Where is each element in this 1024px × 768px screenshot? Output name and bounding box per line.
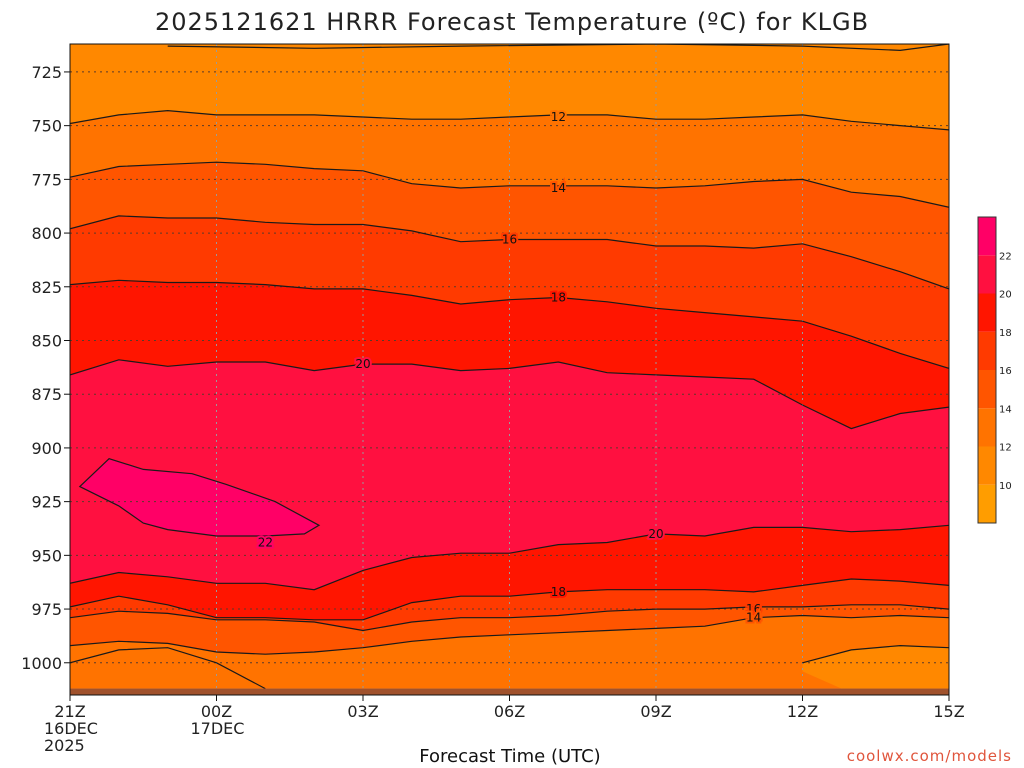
contour-12 [70, 109, 949, 131]
contour-label: 22 [258, 535, 273, 549]
y-tick-label: 950 [31, 546, 62, 565]
contour-label: 14 [746, 611, 761, 625]
contour-surface-left [70, 647, 266, 690]
fill-band-7 [70, 579, 949, 631]
colorbar: 10 12 14 16 18 20 22 [977, 216, 1012, 524]
colorbar-tick: 10 [999, 481, 1012, 492]
y-tick-label: 725 [31, 63, 62, 82]
colorbar-bin [978, 484, 996, 523]
fill-cool-pocket [802, 645, 949, 689]
contour-label: 14 [551, 181, 566, 195]
contour-18 [70, 578, 949, 621]
colorbar-tick: 12 [999, 443, 1012, 454]
contour-label: 16 [502, 233, 517, 247]
contour-label: 18 [551, 291, 566, 305]
colorbar-bin [978, 408, 996, 447]
contour-22 [78, 458, 321, 537]
contour-lines [70, 44, 949, 690]
contour-20 [70, 524, 949, 591]
contour-20 [70, 359, 949, 430]
colorbar-bin [978, 217, 996, 256]
contour-top [167, 44, 949, 52]
colorbar-bin [978, 446, 996, 485]
contour-label: 16 [746, 602, 761, 616]
colorbar-tick: 22 [999, 251, 1012, 262]
x-tick-label: 00Z [201, 702, 232, 721]
colorbar-bin [978, 370, 996, 409]
contour-label: 12 [551, 110, 566, 124]
chart-title: 2025121621 HRRR Forecast Temperature (ºC… [155, 8, 869, 36]
contour-14 [70, 161, 949, 208]
x-tick-label: 03Z [347, 702, 378, 721]
y-tick-label: 800 [31, 224, 62, 243]
colorbar-frame [977, 216, 997, 524]
y-tick-label: 925 [31, 493, 62, 512]
y-tick-label: 825 [31, 278, 62, 297]
x-tick-label: 15Z [933, 702, 964, 721]
x-tick-label: 09Z [640, 702, 671, 721]
y-tick-label: 1000 [21, 654, 62, 673]
colorbar-bin [978, 331, 996, 370]
x-tick-label: 2025 [44, 736, 85, 755]
contour-label: 20 [648, 527, 663, 541]
y-axis: 725 750 775 800 825 850 875 900 925 950 975 1000 [21, 63, 70, 673]
colorbar-tick: 18 [999, 328, 1012, 339]
y-tick-label: 750 [31, 117, 62, 136]
y-tick-label: 975 [31, 600, 62, 619]
credit-link[interactable]: coolwx.com/models [847, 747, 1012, 765]
contour-14 [70, 614, 949, 655]
fill-band-8 [70, 604, 949, 655]
fill-band-4 [70, 280, 949, 429]
colorbar-tick: 14 [999, 404, 1012, 415]
colorbar-tick: 16 [999, 366, 1012, 377]
contour-18 [70, 279, 949, 369]
colorbar-bin [978, 255, 996, 294]
x-tick-label: 16DEC [44, 719, 98, 738]
y-tick-label: 900 [31, 439, 62, 458]
contour-16 [70, 604, 949, 632]
fill-band-3 [70, 215, 949, 369]
x-tick-label: 06Z [494, 702, 525, 721]
y-tick-label: 875 [31, 385, 62, 404]
grid-lines [70, 44, 949, 695]
x-tick-label: 12Z [787, 702, 818, 721]
fill-warm-core [79, 458, 319, 536]
ground-bar [70, 688, 949, 695]
y-tick-label: 775 [31, 170, 62, 189]
x-axis-label: Forecast Time (UTC) [419, 746, 600, 767]
contour-pocket [802, 644, 949, 664]
fill-band-9 [70, 615, 949, 689]
colorbar-bin [978, 293, 996, 332]
colorbar-tick: 20 [999, 290, 1012, 301]
x-tick-label: 17DEC [191, 719, 245, 738]
y-tick-label: 850 [31, 331, 62, 350]
contour-label: 18 [551, 585, 566, 599]
contour-16 [70, 215, 949, 290]
x-tick-label: 21Z [54, 702, 85, 721]
contour-label: 20 [355, 357, 370, 371]
